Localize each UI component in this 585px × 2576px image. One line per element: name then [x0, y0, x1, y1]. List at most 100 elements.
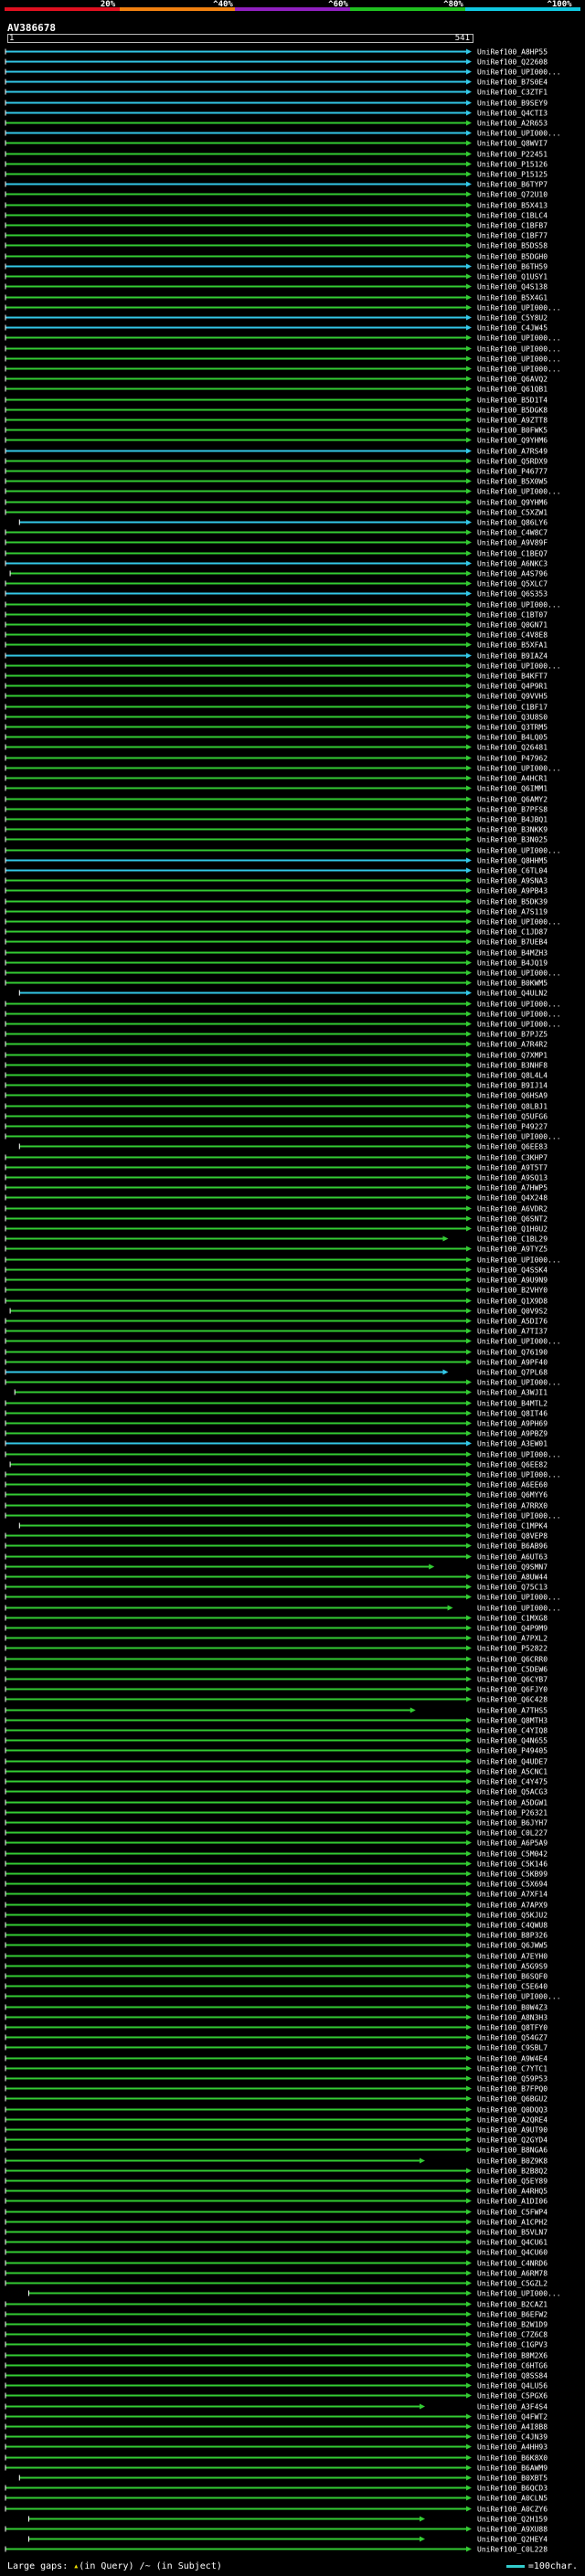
- hit-label[interactable]: UniRef100_C5E640: [477, 1983, 548, 1991]
- hit-label[interactable]: UniRef100_Q4N655: [477, 1737, 548, 1745]
- hit-label[interactable]: UniRef100_Q6HSA9: [477, 1092, 548, 1100]
- hit-label[interactable]: UniRef100_C1MXG8: [477, 1615, 548, 1623]
- hit-label[interactable]: UniRef100_B5DK39: [477, 898, 548, 906]
- hit-label[interactable]: UniRef100_UPI000...: [477, 601, 561, 610]
- hit-label[interactable]: UniRef100_UPI000...: [477, 304, 561, 313]
- hit-label[interactable]: UniRef100_C5KB99: [477, 1871, 548, 1879]
- hit-label[interactable]: UniRef100_C1BFB7: [477, 222, 548, 230]
- hit-label[interactable]: UniRef100_A7RS49: [477, 448, 548, 456]
- hit-label[interactable]: UniRef100_B0KWM5: [477, 980, 548, 988]
- hit-label[interactable]: UniRef100_B8M2X6: [477, 2352, 548, 2360]
- hit-label[interactable]: UniRef100_A7R4R2: [477, 1041, 548, 1049]
- hit-label[interactable]: UniRef100_Q76190: [477, 1349, 548, 1357]
- hit-label[interactable]: UniRef100_Q4FWT2: [477, 2413, 548, 2422]
- hit-label[interactable]: UniRef100_Q6AVQ2: [477, 376, 548, 384]
- hit-label[interactable]: UniRef100_Q6CYB7: [477, 1676, 548, 1684]
- hit-label[interactable]: UniRef100_Q4P9R1: [477, 683, 548, 691]
- hit-label[interactable]: UniRef100_C7Z6C8: [477, 2331, 548, 2339]
- hit-label[interactable]: UniRef100_C1JD87: [477, 928, 548, 937]
- hit-label[interactable]: UniRef100_A6P5A9: [477, 1839, 548, 1848]
- hit-label[interactable]: UniRef100_Q8VEP8: [477, 1532, 548, 1541]
- hit-label[interactable]: UniRef100_A2R653: [477, 120, 548, 128]
- hit-label[interactable]: UniRef100_C4W8C7: [477, 529, 548, 537]
- hit-label[interactable]: UniRef100_Q6MYY6: [477, 1491, 548, 1500]
- hit-label[interactable]: UniRef100_A7S119: [477, 908, 548, 917]
- hit-label[interactable]: UniRef100_C6TL04: [477, 867, 548, 875]
- hit-label[interactable]: UniRef100_A7EYH0: [477, 1953, 548, 1961]
- hit-label[interactable]: UniRef100_C7YTC1: [477, 2065, 548, 2073]
- hit-label[interactable]: UniRef100_A6EE60: [477, 1481, 548, 1489]
- hit-label[interactable]: UniRef100_UPI000...: [477, 2290, 561, 2298]
- hit-label[interactable]: UniRef100_Q6EE83: [477, 1143, 548, 1151]
- hit-label[interactable]: UniRef100_Q8SS84: [477, 2372, 548, 2380]
- hit-label[interactable]: UniRef100_A5CNC1: [477, 1768, 548, 1776]
- hit-label[interactable]: UniRef100_C5FWP4: [477, 2209, 548, 2217]
- hit-label[interactable]: UniRef100_B6K8X0: [477, 2454, 548, 2463]
- hit-label[interactable]: UniRef100_Q2H159: [477, 2516, 548, 2524]
- hit-label[interactable]: UniRef100_Q6FJY0: [477, 1686, 548, 1694]
- hit-label[interactable]: UniRef100_UPI000...: [477, 1379, 561, 1387]
- hit-label[interactable]: UniRef100_P15126: [477, 161, 548, 169]
- hit-label[interactable]: UniRef100_B7PFS8: [477, 806, 548, 814]
- hit-label[interactable]: UniRef100_B2W1D9: [477, 2321, 548, 2329]
- hit-label[interactable]: UniRef100_B9SEY9: [477, 100, 548, 108]
- hit-label[interactable]: UniRef100_C1BF77: [477, 232, 548, 240]
- hit-label[interactable]: UniRef100_A9TYZ5: [477, 1246, 548, 1254]
- hit-label[interactable]: UniRef100_A9PB43: [477, 887, 548, 896]
- hit-label[interactable]: UniRef100_Q6EE82: [477, 1461, 548, 1469]
- hit-label[interactable]: UniRef100_A9V89F: [477, 539, 548, 547]
- hit-label[interactable]: UniRef100_B5DGH0: [477, 253, 548, 261]
- hit-label[interactable]: UniRef100_UPI000...: [477, 1011, 561, 1019]
- hit-label[interactable]: UniRef100_P49405: [477, 1747, 548, 1755]
- hit-label[interactable]: UniRef100_C4NRD6: [477, 2260, 548, 2268]
- hit-label[interactable]: UniRef100_B0W4Z3: [477, 2004, 548, 2012]
- hit-label[interactable]: UniRef100_C0L228: [477, 2546, 548, 2554]
- hit-label[interactable]: UniRef100_C1BT07: [477, 611, 548, 620]
- hit-label[interactable]: UniRef100_Q75C13: [477, 1584, 548, 1592]
- hit-label[interactable]: UniRef100_C5Y8U2: [477, 314, 548, 323]
- hit-label[interactable]: UniRef100_Q5UFG6: [477, 1113, 548, 1121]
- hit-label[interactable]: UniRef100_C5X694: [477, 1881, 548, 1889]
- hit-label[interactable]: UniRef100_A3EW01: [477, 1440, 548, 1448]
- hit-label[interactable]: UniRef100_UPI000...: [477, 488, 561, 496]
- hit-label[interactable]: UniRef100_UPI000...: [477, 345, 561, 354]
- hit-label[interactable]: UniRef100_C4YIQ8: [477, 1727, 548, 1735]
- hit-label[interactable]: UniRef100_B6AWM9: [477, 2465, 548, 2473]
- hit-label[interactable]: UniRef100_Q6SNT2: [477, 1215, 548, 1224]
- hit-label[interactable]: UniRef100_B5X413: [477, 202, 548, 210]
- hit-label[interactable]: UniRef100_A9PF40: [477, 1359, 548, 1367]
- hit-label[interactable]: UniRef100_A8N3H3: [477, 2014, 548, 2022]
- hit-label[interactable]: UniRef100_A9U9N9: [477, 1277, 548, 1285]
- hit-label[interactable]: UniRef100_B7FPQ0: [477, 2085, 548, 2094]
- hit-label[interactable]: UniRef100_B6EFW2: [477, 2311, 548, 2319]
- hit-label[interactable]: UniRef100_Q4CU61: [477, 2239, 548, 2247]
- hit-label[interactable]: UniRef100_C4V8E8: [477, 631, 548, 640]
- hit-label[interactable]: UniRef100_Q6AMY2: [477, 796, 548, 804]
- hit-label[interactable]: UniRef100_B6TH59: [477, 263, 548, 271]
- hit-label[interactable]: UniRef100_P52822: [477, 1645, 548, 1653]
- hit-label[interactable]: UniRef100_Q8L4L4: [477, 1072, 548, 1080]
- hit-label[interactable]: UniRef100_Q0V9S2: [477, 1308, 548, 1316]
- hit-label[interactable]: UniRef100_C1MPK4: [477, 1522, 548, 1531]
- hit-label[interactable]: UniRef100_C1BEQ7: [477, 550, 548, 558]
- hit-label[interactable]: UniRef100_Q6S353: [477, 590, 548, 599]
- hit-label[interactable]: UniRef100_A9ZTT8: [477, 417, 548, 425]
- hit-label[interactable]: UniRef100_A4HH93: [477, 2443, 548, 2452]
- hit-label[interactable]: UniRef100_A7RRX0: [477, 1502, 548, 1511]
- hit-label[interactable]: UniRef100_UPI000...: [477, 1451, 561, 1459]
- hit-label[interactable]: UniRef100_UPI000...: [477, 1133, 561, 1141]
- hit-label[interactable]: UniRef100_B8NGA6: [477, 2147, 548, 2155]
- hit-label[interactable]: UniRef100_Q9YHM6: [477, 437, 548, 445]
- hit-label[interactable]: UniRef100_C5PGX6: [477, 2392, 548, 2401]
- hit-label[interactable]: UniRef100_Q2HEY4: [477, 2536, 548, 2544]
- hit-label[interactable]: UniRef100_B9IAZ4: [477, 652, 548, 661]
- hit-label[interactable]: UniRef100_B3NKK9: [477, 826, 548, 834]
- hit-label[interactable]: UniRef100_B2VHY0: [477, 1287, 548, 1295]
- hit-label[interactable]: UniRef100_A9SQ13: [477, 1174, 548, 1182]
- hit-label[interactable]: UniRef100_A0CLN5: [477, 2495, 548, 2503]
- hit-label[interactable]: UniRef100_Q8MTH3: [477, 1717, 548, 1725]
- hit-label[interactable]: UniRef100_Q4P9M9: [477, 1625, 548, 1633]
- hit-label[interactable]: UniRef100_A8UW44: [477, 1574, 548, 1582]
- hit-label[interactable]: UniRef100_A3WJI1: [477, 1389, 548, 1397]
- hit-label[interactable]: UniRef100_B4MZH3: [477, 949, 548, 958]
